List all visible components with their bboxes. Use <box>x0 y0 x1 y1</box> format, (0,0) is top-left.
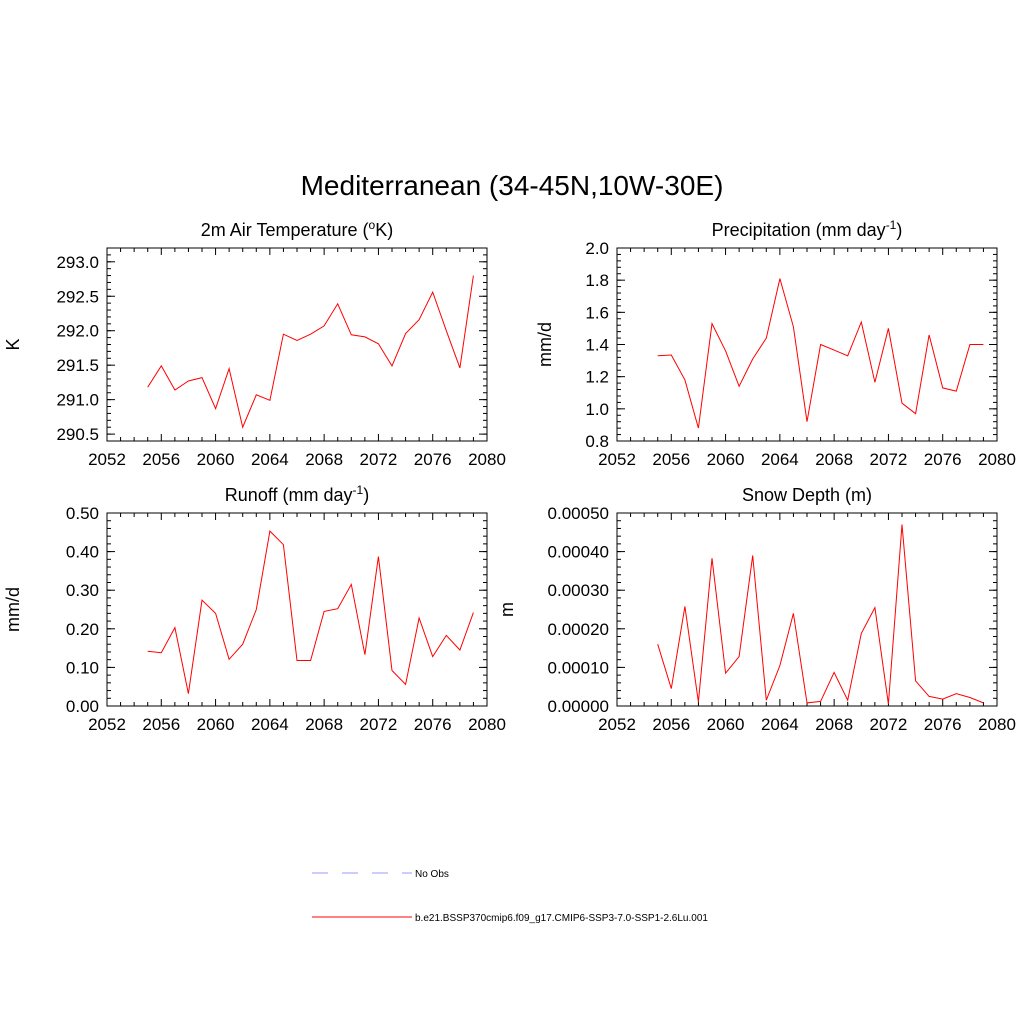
y-tick-label: 0.00040 <box>548 543 609 562</box>
x-tick-label: 2076 <box>924 715 962 734</box>
legend-label-no-obs: No Obs <box>415 869 449 880</box>
panel-title: 2m Air Temperature (oK) <box>201 218 393 240</box>
panel-title: Precipitation (mm day-1) <box>712 218 903 240</box>
panel-title: Runoff (mm day-1) <box>225 483 369 505</box>
x-tick-label: 2056 <box>652 715 690 734</box>
panel-title: Snow Depth (m) <box>742 485 872 505</box>
panels-group: 2m Air Temperature (oK) K 2052 2056 2060 2064… <box>3 218 1016 734</box>
y-axis-label: K <box>3 338 23 350</box>
x-tick-label: 2064 <box>251 450 289 469</box>
x-tick-label: 2072 <box>360 715 398 734</box>
figure-title: Mediterranean (34-45N,10W-30E) <box>301 170 724 201</box>
x-tick-label: 2072 <box>870 450 908 469</box>
y-tick-label: 0.50 <box>66 504 99 523</box>
y-tick-label: 1.0 <box>585 400 609 419</box>
x-tick-label: 2060 <box>707 450 745 469</box>
series-line-snow-depth <box>657 524 984 705</box>
x-tick-label: 2068 <box>305 450 343 469</box>
x-tick-label: 2080 <box>978 450 1016 469</box>
x-tick-label: 2068 <box>815 450 853 469</box>
y-axis-label: mm/d <box>3 587 23 632</box>
panel-runoff: Runoff (mm day-1) mm/d 2052 2056 2060 2064 206… <box>3 483 506 734</box>
x-tick-label: 2072 <box>360 450 398 469</box>
y-tick-label: 0.30 <box>66 581 99 600</box>
x-tick-label: 2080 <box>468 715 506 734</box>
legend-label-model: b.e21.BSSP370cmip6.f09_g17.CMIP6-SSP3-7.… <box>415 913 708 924</box>
y-tick-label: 0.8 <box>585 432 609 451</box>
y-tick-label: 292.0 <box>56 322 99 341</box>
y-tick-label: 1.2 <box>585 368 609 387</box>
x-tick-label: 2056 <box>652 450 690 469</box>
series-line-runoff <box>147 530 474 694</box>
y-tick-label: 291.0 <box>56 391 99 410</box>
y-tick-label: 0.10 <box>66 658 99 677</box>
legend: No Obs b.e21.BSSP370cmip6.f09_g17.CMIP6-… <box>312 869 708 924</box>
x-tick-label: 2072 <box>870 715 908 734</box>
x-tick-label: 2060 <box>707 715 745 734</box>
x-tick-label: 2060 <box>197 450 235 469</box>
y-tick-label: 1.4 <box>585 336 609 355</box>
x-tick-label: 2052 <box>598 715 636 734</box>
x-tick-label: 2076 <box>924 450 962 469</box>
y-tick-label: 0.00020 <box>548 620 609 639</box>
y-tick-label: 0.00050 <box>548 504 609 523</box>
y-tick-label: 0.00010 <box>548 658 609 677</box>
y-tick-label: 1.8 <box>585 271 609 290</box>
x-tick-label: 2080 <box>978 715 1016 734</box>
y-tick-label: 0.00 <box>66 697 99 716</box>
y-tick-label: 292.5 <box>56 287 99 306</box>
plot-frame <box>106 247 488 442</box>
plot-frame <box>616 247 998 442</box>
x-tick-label: 2068 <box>305 715 343 734</box>
y-tick-label: 0.00030 <box>548 581 609 600</box>
x-tick-label: 2064 <box>251 715 289 734</box>
panel-temperature: 2m Air Temperature (oK) K 2052 2056 2060 2064… <box>3 218 506 469</box>
x-tick-label: 2052 <box>88 715 126 734</box>
x-tick-label: 2076 <box>414 450 452 469</box>
x-tick-label: 2052 <box>88 450 126 469</box>
series-line-temperature <box>147 275 474 429</box>
y-tick-label: 2.0 <box>585 239 609 258</box>
plot-frame <box>616 512 998 707</box>
y-tick-label: 0.20 <box>66 620 99 639</box>
x-tick-label: 2064 <box>761 450 799 469</box>
plot-frame <box>106 512 488 707</box>
y-tick-label: 1.6 <box>585 303 609 322</box>
y-axis-label: m <box>497 602 517 617</box>
y-axis-label: mm/d <box>535 322 555 367</box>
y-tick-label: 0.00000 <box>548 697 609 716</box>
panel-snow-depth: Snow Depth (m) m 2052 2056 2060 2064 2068 2072 2… <box>497 485 1016 734</box>
x-tick-label: 2064 <box>761 715 799 734</box>
panel-precipitation: Precipitation (mm day-1) mm/d 2052 2056 2060… <box>535 218 1016 469</box>
y-tick-label: 0.40 <box>66 543 99 562</box>
x-tick-label: 2056 <box>142 715 180 734</box>
x-tick-label: 2056 <box>142 450 180 469</box>
x-tick-label: 2052 <box>598 450 636 469</box>
x-tick-label: 2068 <box>815 715 853 734</box>
x-tick-label: 2060 <box>197 715 235 734</box>
y-tick-label: 290.5 <box>56 425 99 444</box>
y-tick-label: 291.5 <box>56 356 99 375</box>
series-line-precipitation <box>657 278 984 429</box>
y-tick-label: 293.0 <box>56 253 99 272</box>
x-tick-label: 2080 <box>468 450 506 469</box>
x-tick-label: 2076 <box>414 715 452 734</box>
